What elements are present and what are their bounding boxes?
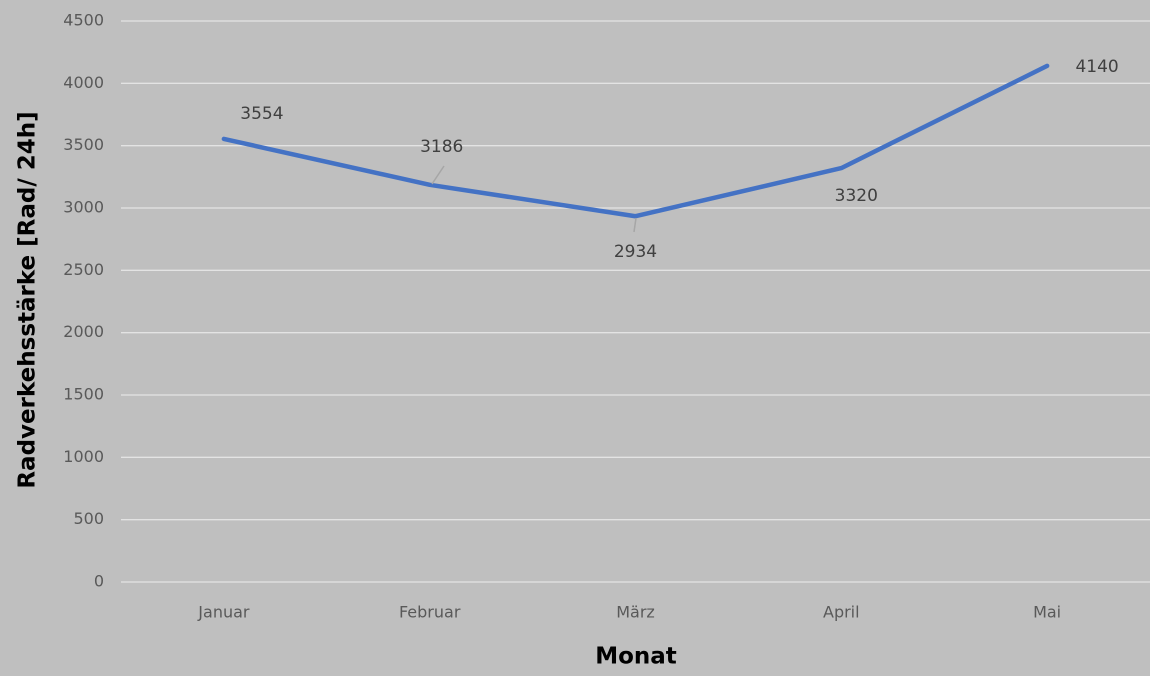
- x-tick-label: Mai: [1033, 603, 1061, 622]
- y-tick-label: 1500: [63, 385, 104, 404]
- x-tick-label: Januar: [197, 603, 250, 622]
- line-series: [221, 63, 1050, 219]
- data-label: 3554: [240, 104, 283, 124]
- data-label: 3320: [835, 186, 878, 206]
- data-label: 3186: [420, 137, 463, 157]
- y-tick-label: 4000: [63, 73, 104, 92]
- x-axis-title: Monat: [595, 644, 677, 670]
- x-tick-label: Februar: [399, 603, 461, 622]
- y-tick-label: 500: [73, 509, 104, 528]
- y-tick-label: 3500: [63, 135, 104, 154]
- leader-line: [633, 217, 637, 233]
- data-label: 2934: [614, 242, 657, 262]
- y-tick-label: 3000: [63, 198, 104, 217]
- y-tick-label: 2000: [63, 322, 104, 341]
- y-axis-title: Radverkehsstärke [Rad/ 24h]: [15, 111, 41, 488]
- x-tick-label: April: [823, 603, 860, 622]
- x-tick-label: März: [616, 603, 655, 622]
- data-label: 4140: [1075, 57, 1118, 77]
- y-tick-label: 0: [94, 572, 104, 591]
- leader-line: [431, 165, 445, 185]
- y-tick-label: 4500: [63, 11, 104, 30]
- y-tick-label: 1000: [63, 447, 104, 466]
- y-tick-label: 2500: [63, 260, 104, 279]
